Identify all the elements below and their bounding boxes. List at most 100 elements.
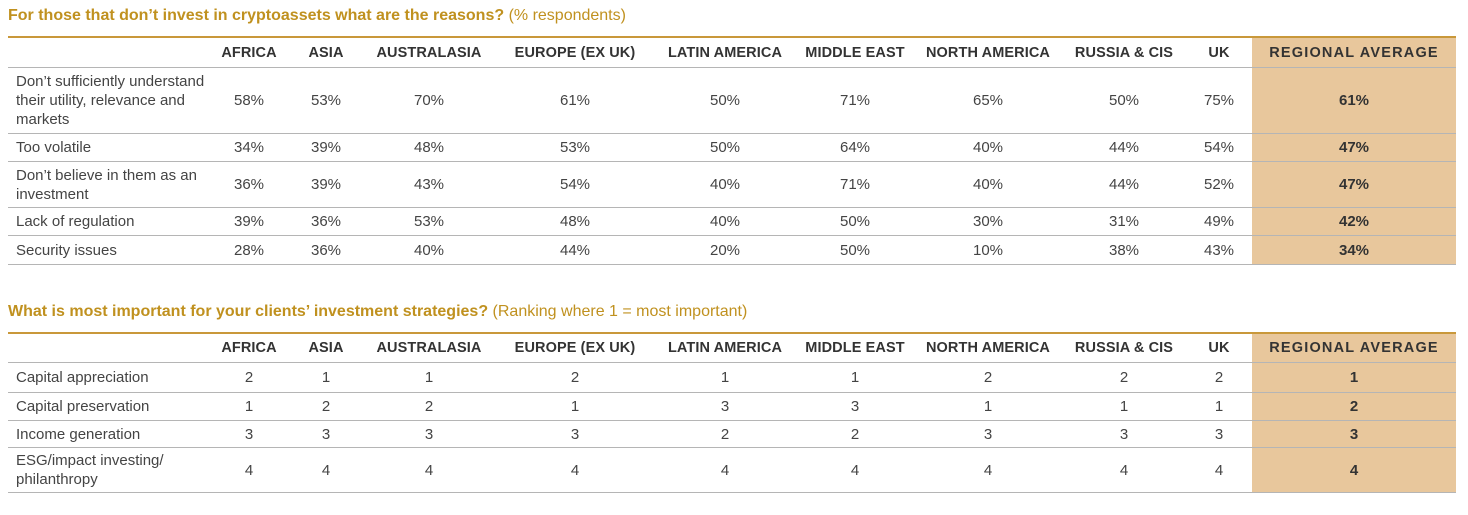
top-rule <box>8 36 1456 38</box>
table-row: Capital preservation 1 2 2 1 3 3 1 1 1 2 <box>8 393 1456 421</box>
table-row: Too volatile 34% 39% 48% 53% 50% 64% 40% 44% 54% 4… <box>8 134 1456 162</box>
data-cell: 2 <box>424 398 434 415</box>
data-cell: 3 <box>424 425 434 443</box>
data-cell: 1 <box>424 369 434 386</box>
regional-average-value: 1 <box>1349 369 1359 386</box>
data-cell: 70% <box>413 92 445 109</box>
data-cell: 3 <box>570 425 580 443</box>
data-cell: 75% <box>1203 92 1235 109</box>
top-rule <box>8 332 1456 334</box>
data-cell: 4 <box>850 461 860 479</box>
data-cell: 50% <box>839 241 871 259</box>
data-cell: 10% <box>972 241 1004 259</box>
table-subtitle: (% respondents) <box>508 7 626 24</box>
data-cell: 1 <box>1119 398 1129 415</box>
header-row: AFRICA ASIA AUSTRALASIA EUROPE (EX UK) LATIN… <box>8 38 1456 68</box>
regional-average-value: 61% <box>1338 92 1370 109</box>
row-label: Don’t believe in them as an investment <box>16 166 197 203</box>
data-cell: 54% <box>1203 139 1235 156</box>
table-row: Security issues 28% 36% 40% 44% 20% 50% 10% 38% 4… <box>8 236 1456 265</box>
data-cell: 38% <box>1108 241 1140 259</box>
table-subtitle: (Ranking where 1 = most important) <box>492 303 748 320</box>
data-cell: 1 <box>244 398 254 415</box>
regional-average-highlight <box>1252 334 1456 493</box>
data-cell: 1 <box>1214 398 1224 415</box>
data-cell: 44% <box>1108 139 1140 156</box>
data-cell: 1 <box>570 398 580 415</box>
data-cell: 65% <box>972 92 1004 109</box>
column-header: UK <box>1208 340 1230 356</box>
data-cell: 4 <box>424 461 434 479</box>
crypto-reasons-table: AFRICA ASIA AUSTRALASIA EUROPE (EX UK) LATIN… <box>8 36 1456 265</box>
data-cell: 48% <box>559 213 591 230</box>
data-cell: 2 <box>983 369 993 386</box>
data-cell: 43% <box>1203 241 1235 259</box>
data-cell: 61% <box>559 92 591 109</box>
data-cell: 43% <box>413 176 445 193</box>
column-header: UK <box>1208 44 1230 61</box>
data-cell: 3 <box>1214 425 1224 443</box>
data-cell: 3 <box>983 425 993 443</box>
data-cell: 30% <box>972 213 1004 230</box>
data-cell: 50% <box>1108 92 1140 109</box>
data-cell: 71% <box>839 176 871 193</box>
data-cell: 39% <box>310 176 342 193</box>
regional-average-highlight <box>1252 38 1456 265</box>
crypto-reasons-title: For those that don’t invest in cryptoass… <box>8 7 626 25</box>
regional-average-value: 47% <box>1338 176 1370 193</box>
data-cell: 28% <box>233 241 265 259</box>
data-cell: 3 <box>850 398 860 415</box>
data-cell: 3 <box>244 425 254 443</box>
row-label: Too volatile <box>16 139 92 156</box>
data-cell: 4 <box>570 461 580 479</box>
data-cell: 40% <box>709 213 741 230</box>
data-cell: 40% <box>413 241 445 259</box>
data-cell: 2 <box>1119 369 1129 386</box>
data-cell: 40% <box>972 139 1004 156</box>
data-cell: 50% <box>839 213 871 230</box>
data-cell: 4 <box>1119 461 1129 479</box>
column-header: EUROPE (EX UK) <box>514 44 636 61</box>
data-cell: 1 <box>850 369 860 386</box>
column-header: AFRICA <box>221 340 277 356</box>
row-label: ESG/impact investing/ philanthropy <box>16 452 164 488</box>
data-cell: 2 <box>850 425 860 443</box>
column-header: MIDDLE EAST <box>805 44 905 61</box>
table-title: What is most important for your clients’… <box>8 303 489 320</box>
regional-average-value: 2 <box>1349 398 1359 415</box>
data-cell: 36% <box>310 213 342 230</box>
data-cell: 3 <box>720 398 730 415</box>
data-cell: 58% <box>233 92 265 109</box>
data-cell: 4 <box>983 461 993 479</box>
column-header: REGIONAL AVERAGE <box>1269 44 1439 61</box>
data-cell: 71% <box>839 92 871 109</box>
data-cell: 54% <box>559 176 591 193</box>
data-cell: 20% <box>709 241 741 259</box>
table-row: Capital appreciation 2 1 1 2 1 1 2 2 2 1 <box>8 363 1456 393</box>
data-cell: 53% <box>559 139 591 156</box>
column-header: ASIA <box>308 340 344 356</box>
column-header: LATIN AMERICA <box>667 44 783 61</box>
data-cell: 2 <box>244 369 254 386</box>
table-row: Income generation 3 3 3 3 2 2 3 3 3 3 <box>8 421 1456 448</box>
column-header: REGIONAL AVERAGE <box>1269 340 1439 356</box>
data-cell: 52% <box>1203 176 1235 193</box>
table-row: Lack of regulation 39% 36% 53% 48% 40% 50% 30% 3… <box>8 208 1456 236</box>
data-cell: 50% <box>709 139 741 156</box>
column-header: AFRICA <box>221 44 277 61</box>
regional-average-value: 34% <box>1338 241 1370 259</box>
table-row: Don’t believe in them as an investment 36… <box>8 162 1456 208</box>
data-cell: 2 <box>1214 369 1224 386</box>
data-cell: 50% <box>709 92 741 109</box>
data-cell: 34% <box>233 139 265 156</box>
data-cell: 40% <box>972 176 1004 193</box>
data-cell: 2 <box>720 425 730 443</box>
data-cell: 2 <box>321 398 331 415</box>
data-cell: 2 <box>570 369 580 386</box>
data-cell: 1 <box>720 369 730 386</box>
row-label: Capital preservation <box>16 398 150 415</box>
data-cell: 36% <box>233 176 265 193</box>
column-header: RUSSIA & CIS <box>1074 340 1174 356</box>
table-row: ESG/impact investing/ philanthropy 4 4 4 4 4 4… <box>8 448 1456 493</box>
column-header: NORTH AMERICA <box>925 44 1050 61</box>
